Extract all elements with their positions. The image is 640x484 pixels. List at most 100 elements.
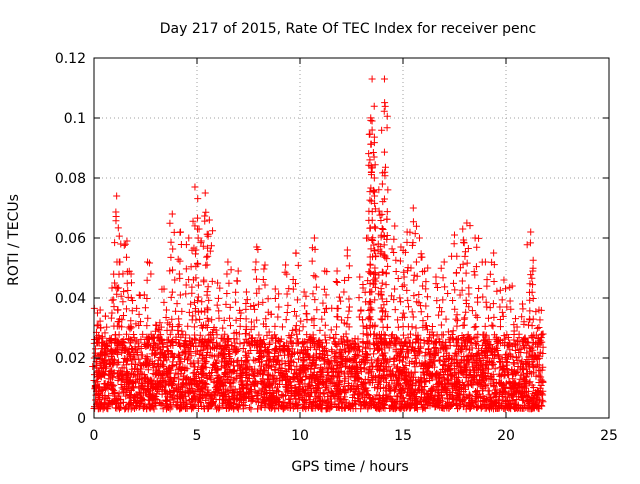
data-point xyxy=(328,346,335,353)
data-point xyxy=(397,298,404,305)
data-point xyxy=(422,303,429,310)
data-point xyxy=(143,322,150,329)
data-point xyxy=(214,302,221,309)
data-point xyxy=(223,271,230,278)
data-point xyxy=(328,326,335,333)
data-point xyxy=(459,226,466,233)
data-point xyxy=(410,277,417,284)
data-point xyxy=(160,299,167,306)
data-point xyxy=(163,306,170,313)
data-point xyxy=(369,118,376,125)
data-point xyxy=(519,301,526,308)
data-point xyxy=(178,328,185,335)
data-point xyxy=(112,209,119,216)
data-point xyxy=(482,259,489,266)
data-point xyxy=(172,308,179,315)
data-point xyxy=(410,218,417,225)
data-point xyxy=(272,295,279,302)
data-point xyxy=(272,286,279,293)
data-point xyxy=(367,224,374,231)
data-point xyxy=(346,303,353,310)
data-point xyxy=(228,266,235,273)
data-point xyxy=(485,315,492,322)
data-point xyxy=(487,271,494,278)
data-point xyxy=(529,362,536,369)
data-point xyxy=(345,295,352,302)
data-point xyxy=(452,316,459,323)
data-point xyxy=(130,331,137,338)
data-point xyxy=(474,294,481,301)
data-point xyxy=(186,309,193,316)
data-point xyxy=(176,270,183,277)
data-point xyxy=(122,241,129,248)
data-point xyxy=(383,216,390,223)
data-point xyxy=(471,324,478,331)
data-point xyxy=(310,272,317,279)
data-point xyxy=(313,306,320,313)
data-point xyxy=(195,282,202,289)
data-point xyxy=(147,270,154,277)
data-point xyxy=(282,269,289,276)
data-point xyxy=(365,208,372,215)
data-point xyxy=(488,322,495,329)
data-point xyxy=(382,103,389,110)
data-point xyxy=(423,322,430,329)
data-point xyxy=(344,247,351,254)
data-point xyxy=(352,351,359,358)
data-point xyxy=(243,289,250,296)
data-point xyxy=(499,296,506,303)
data-point xyxy=(391,285,398,292)
data-point xyxy=(335,305,342,312)
data-point xyxy=(429,323,436,330)
data-point xyxy=(293,313,300,320)
data-point xyxy=(483,299,490,306)
data-point xyxy=(479,366,486,373)
data-point xyxy=(190,218,197,225)
data-point xyxy=(333,278,340,285)
data-point xyxy=(389,245,396,252)
data-point xyxy=(448,253,455,260)
data-point xyxy=(365,217,372,224)
data-point xyxy=(462,309,469,316)
data-point xyxy=(412,230,419,237)
data-point xyxy=(346,262,353,269)
data-point xyxy=(103,324,110,331)
data-point xyxy=(115,224,122,231)
data-point xyxy=(174,327,181,334)
data-point xyxy=(205,283,212,290)
data-point xyxy=(392,306,399,313)
data-point xyxy=(232,299,239,306)
data-point xyxy=(381,76,388,83)
data-point xyxy=(416,235,423,242)
data-point xyxy=(284,290,291,297)
data-point xyxy=(309,290,316,297)
data-point xyxy=(424,313,431,320)
data-point xyxy=(384,113,391,120)
data-point xyxy=(410,292,417,299)
data-point xyxy=(356,274,363,281)
data-point xyxy=(144,315,151,322)
data-point xyxy=(366,197,373,204)
data-point xyxy=(232,289,239,296)
data-point xyxy=(142,304,149,311)
data-point xyxy=(177,292,184,299)
data-point xyxy=(184,323,191,330)
data-point xyxy=(395,324,402,331)
data-point xyxy=(283,271,290,278)
data-point xyxy=(371,103,378,110)
data-point xyxy=(451,286,458,293)
data-point xyxy=(371,223,378,230)
data-point xyxy=(203,254,210,261)
data-point xyxy=(483,304,490,311)
data-point xyxy=(323,305,330,312)
data-point xyxy=(202,190,209,197)
data-point xyxy=(434,284,441,291)
data-point xyxy=(128,279,135,286)
data-point xyxy=(489,323,496,330)
data-point xyxy=(369,76,376,83)
data-point xyxy=(490,250,497,257)
data-point xyxy=(365,150,372,157)
data-point xyxy=(235,268,242,275)
data-point xyxy=(175,315,182,322)
